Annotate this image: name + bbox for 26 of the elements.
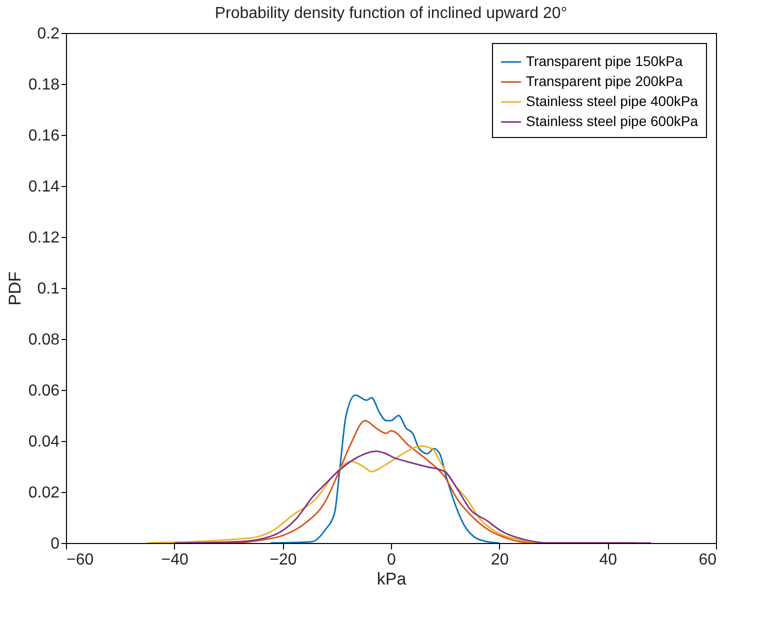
y-tick-label: 0.1: [37, 280, 60, 298]
y-tick-label: 0.16: [28, 128, 60, 144]
y-tick-label: 0.2: [37, 26, 60, 42]
y-tick-label: 0.18: [28, 76, 60, 94]
x-tick-label: 40: [599, 552, 618, 568]
legend-label: Stainless steel pipe 400kPa: [526, 93, 698, 109]
x-tick-label: −20: [270, 552, 297, 568]
y-tick-label: 0.12: [28, 230, 60, 246]
y-tick-label: 0: [50, 536, 60, 552]
y-tick-label: 0.14: [28, 178, 60, 196]
chart-title: Probability density function of inclined upward 20°: [214, 5, 568, 22]
y-tick-label: 0.08: [28, 332, 60, 348]
y-tick-label: 0.04: [28, 434, 60, 450]
x-tick-label: 0: [387, 552, 396, 568]
x-tick-label: 20: [490, 552, 509, 568]
x-tick-label: −40: [161, 552, 189, 568]
legend-label: Transparent pipe 200kPa: [526, 73, 683, 89]
legend-label: Stainless steel pipe 600kPa: [526, 113, 698, 129]
legend-label: Transparent pipe 150kPa: [526, 53, 683, 69]
x-axis-title: kPa: [376, 570, 407, 588]
y-axis-title: PDF: [5, 272, 24, 306]
y-tick-label: 0.02: [28, 484, 60, 502]
x-tick-label: −60: [66, 552, 94, 568]
line-series: [270, 394, 500, 543]
x-tick-label: 60: [698, 552, 717, 568]
y-tick-label: 0.06: [28, 382, 60, 400]
